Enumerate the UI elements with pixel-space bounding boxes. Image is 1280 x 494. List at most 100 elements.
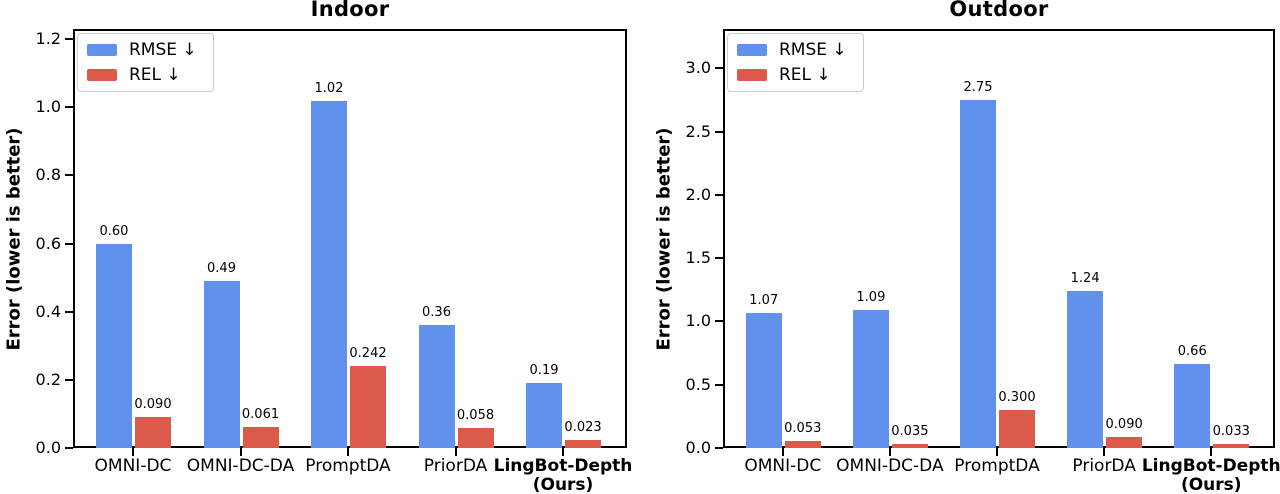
rmse-value-3: 1.02 <box>314 80 344 96</box>
y-tick-mark <box>715 67 723 70</box>
rmse-value-5: 0.19 <box>529 363 559 379</box>
rmse-value-4: 1.24 <box>1070 271 1100 287</box>
x-category-label: OMNI-DC-DA <box>836 456 944 476</box>
x-tick-mark <box>347 448 349 456</box>
legend-row: RMSE ↓ <box>87 41 197 59</box>
rel-bar-3 <box>350 365 386 448</box>
rmse-value-5: 0.66 <box>1177 344 1207 360</box>
rel-bar-1 <box>134 417 171 448</box>
y-tick-label: 0.0 <box>35 438 61 457</box>
x-category-label: OMNI-DC <box>744 456 822 476</box>
y-tick-mark <box>715 130 723 133</box>
rel-bar-3 <box>999 410 1036 448</box>
rmse-bar-3 <box>311 100 347 448</box>
rmse-value-2: 0.49 <box>207 261 236 277</box>
rel-value-3: 0.300 <box>998 390 1036 406</box>
rel-value-4: 0.090 <box>1105 416 1143 432</box>
legend-label: RMSE ↓ <box>779 40 847 60</box>
rel-value-3: 0.242 <box>349 345 387 361</box>
y-tick-label: 1.5 <box>685 248 711 268</box>
x-tick-mark <box>888 448 891 456</box>
rmse-value-1: 0.60 <box>99 223 129 239</box>
y-tick-label: 3.0 <box>685 58 711 78</box>
rmse-value-1: 1.07 <box>749 292 779 308</box>
rel-value-1: 0.053 <box>784 421 822 437</box>
rmse-bar-3 <box>960 99 997 448</box>
legend: RMSE ↓ REL ↓ <box>727 33 864 92</box>
x-tick-mark <box>562 448 565 456</box>
y-tick-label: 0.2 <box>35 369 61 389</box>
y-tick-label: 1.0 <box>35 97 61 117</box>
y-tick-label: 0.0 <box>685 438 711 457</box>
y-tick-label: 0.6 <box>35 233 61 253</box>
rmse-bar-5 <box>526 383 563 448</box>
rmse-bar-1 <box>745 312 782 448</box>
y-tick-mark <box>65 310 73 313</box>
x-tick-mark <box>996 448 999 456</box>
x-category-label: PromptDA <box>954 456 1040 476</box>
y-tick-mark <box>65 106 73 109</box>
rmse-bar-4 <box>418 325 455 448</box>
rel-bar-4 <box>457 428 494 448</box>
rmse-bar-2 <box>852 310 889 448</box>
legend-label: REL ↓ <box>779 65 831 85</box>
y-tick-mark <box>715 257 723 260</box>
y-tick-mark <box>715 193 723 196</box>
x-tick-mark <box>131 448 134 456</box>
y-tick-mark <box>715 383 723 386</box>
x-category-label: PriorDA <box>423 456 488 476</box>
rel-bar-2 <box>891 443 928 448</box>
x-tick-mark <box>454 448 457 456</box>
legend-label: RMSE ↓ <box>129 40 197 60</box>
y-tick-mark <box>65 378 73 381</box>
rmse-value-2: 1.09 <box>856 290 886 306</box>
y-tick-label: 2.0 <box>685 184 711 204</box>
x-tick-mark <box>1210 448 1213 456</box>
rel-bar-5 <box>1213 443 1250 448</box>
rel-value-1: 0.090 <box>134 397 172 413</box>
chart-title: Indoor <box>310 0 390 21</box>
legend-row: REL ↓ <box>87 66 197 84</box>
rmse-value-3: 2.75 <box>963 79 993 95</box>
rmse-bar-5 <box>1174 364 1211 448</box>
legend: RMSE ↓ REL ↓ <box>77 33 214 92</box>
rel-bar-5 <box>565 440 602 448</box>
x-category-label: LingBot-Depth (Ours) <box>1141 456 1280 494</box>
legend-swatch-icon <box>87 69 117 81</box>
y-tick-label: 2.5 <box>685 121 711 141</box>
rel-value-4: 0.058 <box>456 408 495 424</box>
y-tick-mark <box>715 320 723 323</box>
legend-row: REL ↓ <box>737 66 847 84</box>
rmse-bar-2 <box>203 281 240 448</box>
x-category-label: OMNI-DC-DA <box>186 456 295 476</box>
y-tick-label: 0.5 <box>685 374 711 394</box>
rmse-bar-1 <box>95 243 132 448</box>
rel-bar-4 <box>1106 436 1143 448</box>
rmse-value-4: 0.36 <box>422 305 451 321</box>
legend-label: REL ↓ <box>129 65 181 85</box>
rel-bar-2 <box>242 427 279 448</box>
rel-value-5: 0.033 <box>1212 423 1250 439</box>
rel-value-5: 0.023 <box>564 420 602 436</box>
y-tick-label: 1.0 <box>685 311 711 331</box>
x-category-label: PriorDA <box>1072 456 1136 476</box>
y-tick-mark <box>65 174 73 177</box>
legend-swatch-icon <box>737 44 767 56</box>
y-tick-mark <box>65 38 73 41</box>
rmse-bar-4 <box>1067 291 1104 448</box>
x-category-label: PromptDA <box>305 456 391 476</box>
y-tick-label: 0.8 <box>35 165 61 185</box>
x-tick-mark <box>781 448 784 456</box>
rel-bar-1 <box>784 441 821 448</box>
rel-value-2: 0.035 <box>891 423 929 439</box>
x-category-label: OMNI-DC <box>94 456 172 476</box>
legend-row: RMSE ↓ <box>737 41 847 59</box>
y-tick-mark <box>65 242 73 245</box>
y-tick-mark <box>715 447 723 449</box>
legend-swatch-icon <box>87 44 117 56</box>
x-tick-mark <box>239 448 242 456</box>
x-tick-mark <box>1103 448 1106 456</box>
y-tick-label: 1.2 <box>35 29 61 49</box>
